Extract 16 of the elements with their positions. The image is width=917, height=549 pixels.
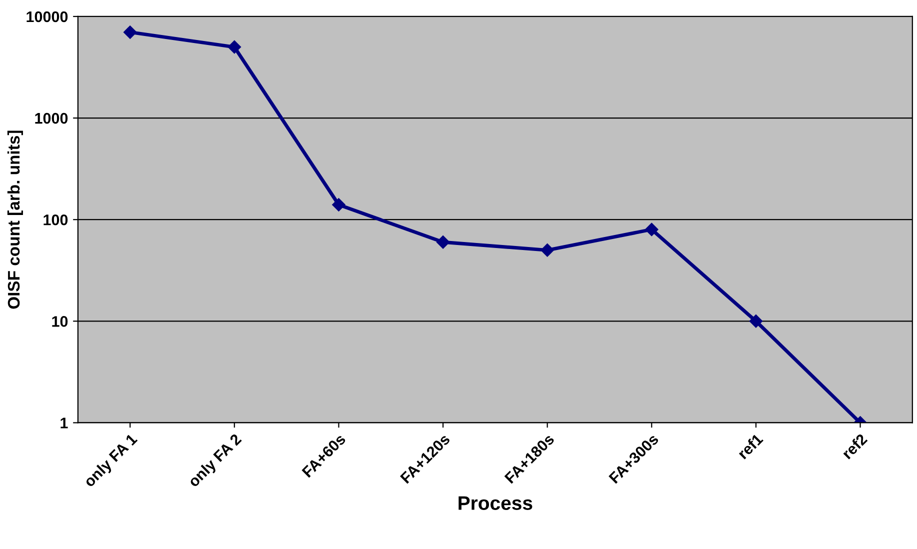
point: [540, 244, 554, 257]
point: [228, 40, 241, 54]
y-tick-label: 1000: [35, 112, 68, 124]
point: [436, 236, 450, 249]
point: [645, 222, 658, 236]
x-tick-label: ref1: [736, 432, 764, 460]
y-tick-label: 1: [60, 418, 68, 428]
x-axis-title: Process: [458, 496, 532, 510]
point: [749, 314, 763, 328]
point: [124, 26, 137, 39]
x-tick-label: ref2: [841, 432, 868, 460]
y-tick-label: 10: [52, 316, 68, 327]
point: [332, 198, 346, 212]
y-tick-label: 10000: [26, 11, 68, 22]
y-tick-label: 100: [44, 214, 68, 226]
y-axis-title: OISF count [arb. units]: [7, 130, 23, 309]
